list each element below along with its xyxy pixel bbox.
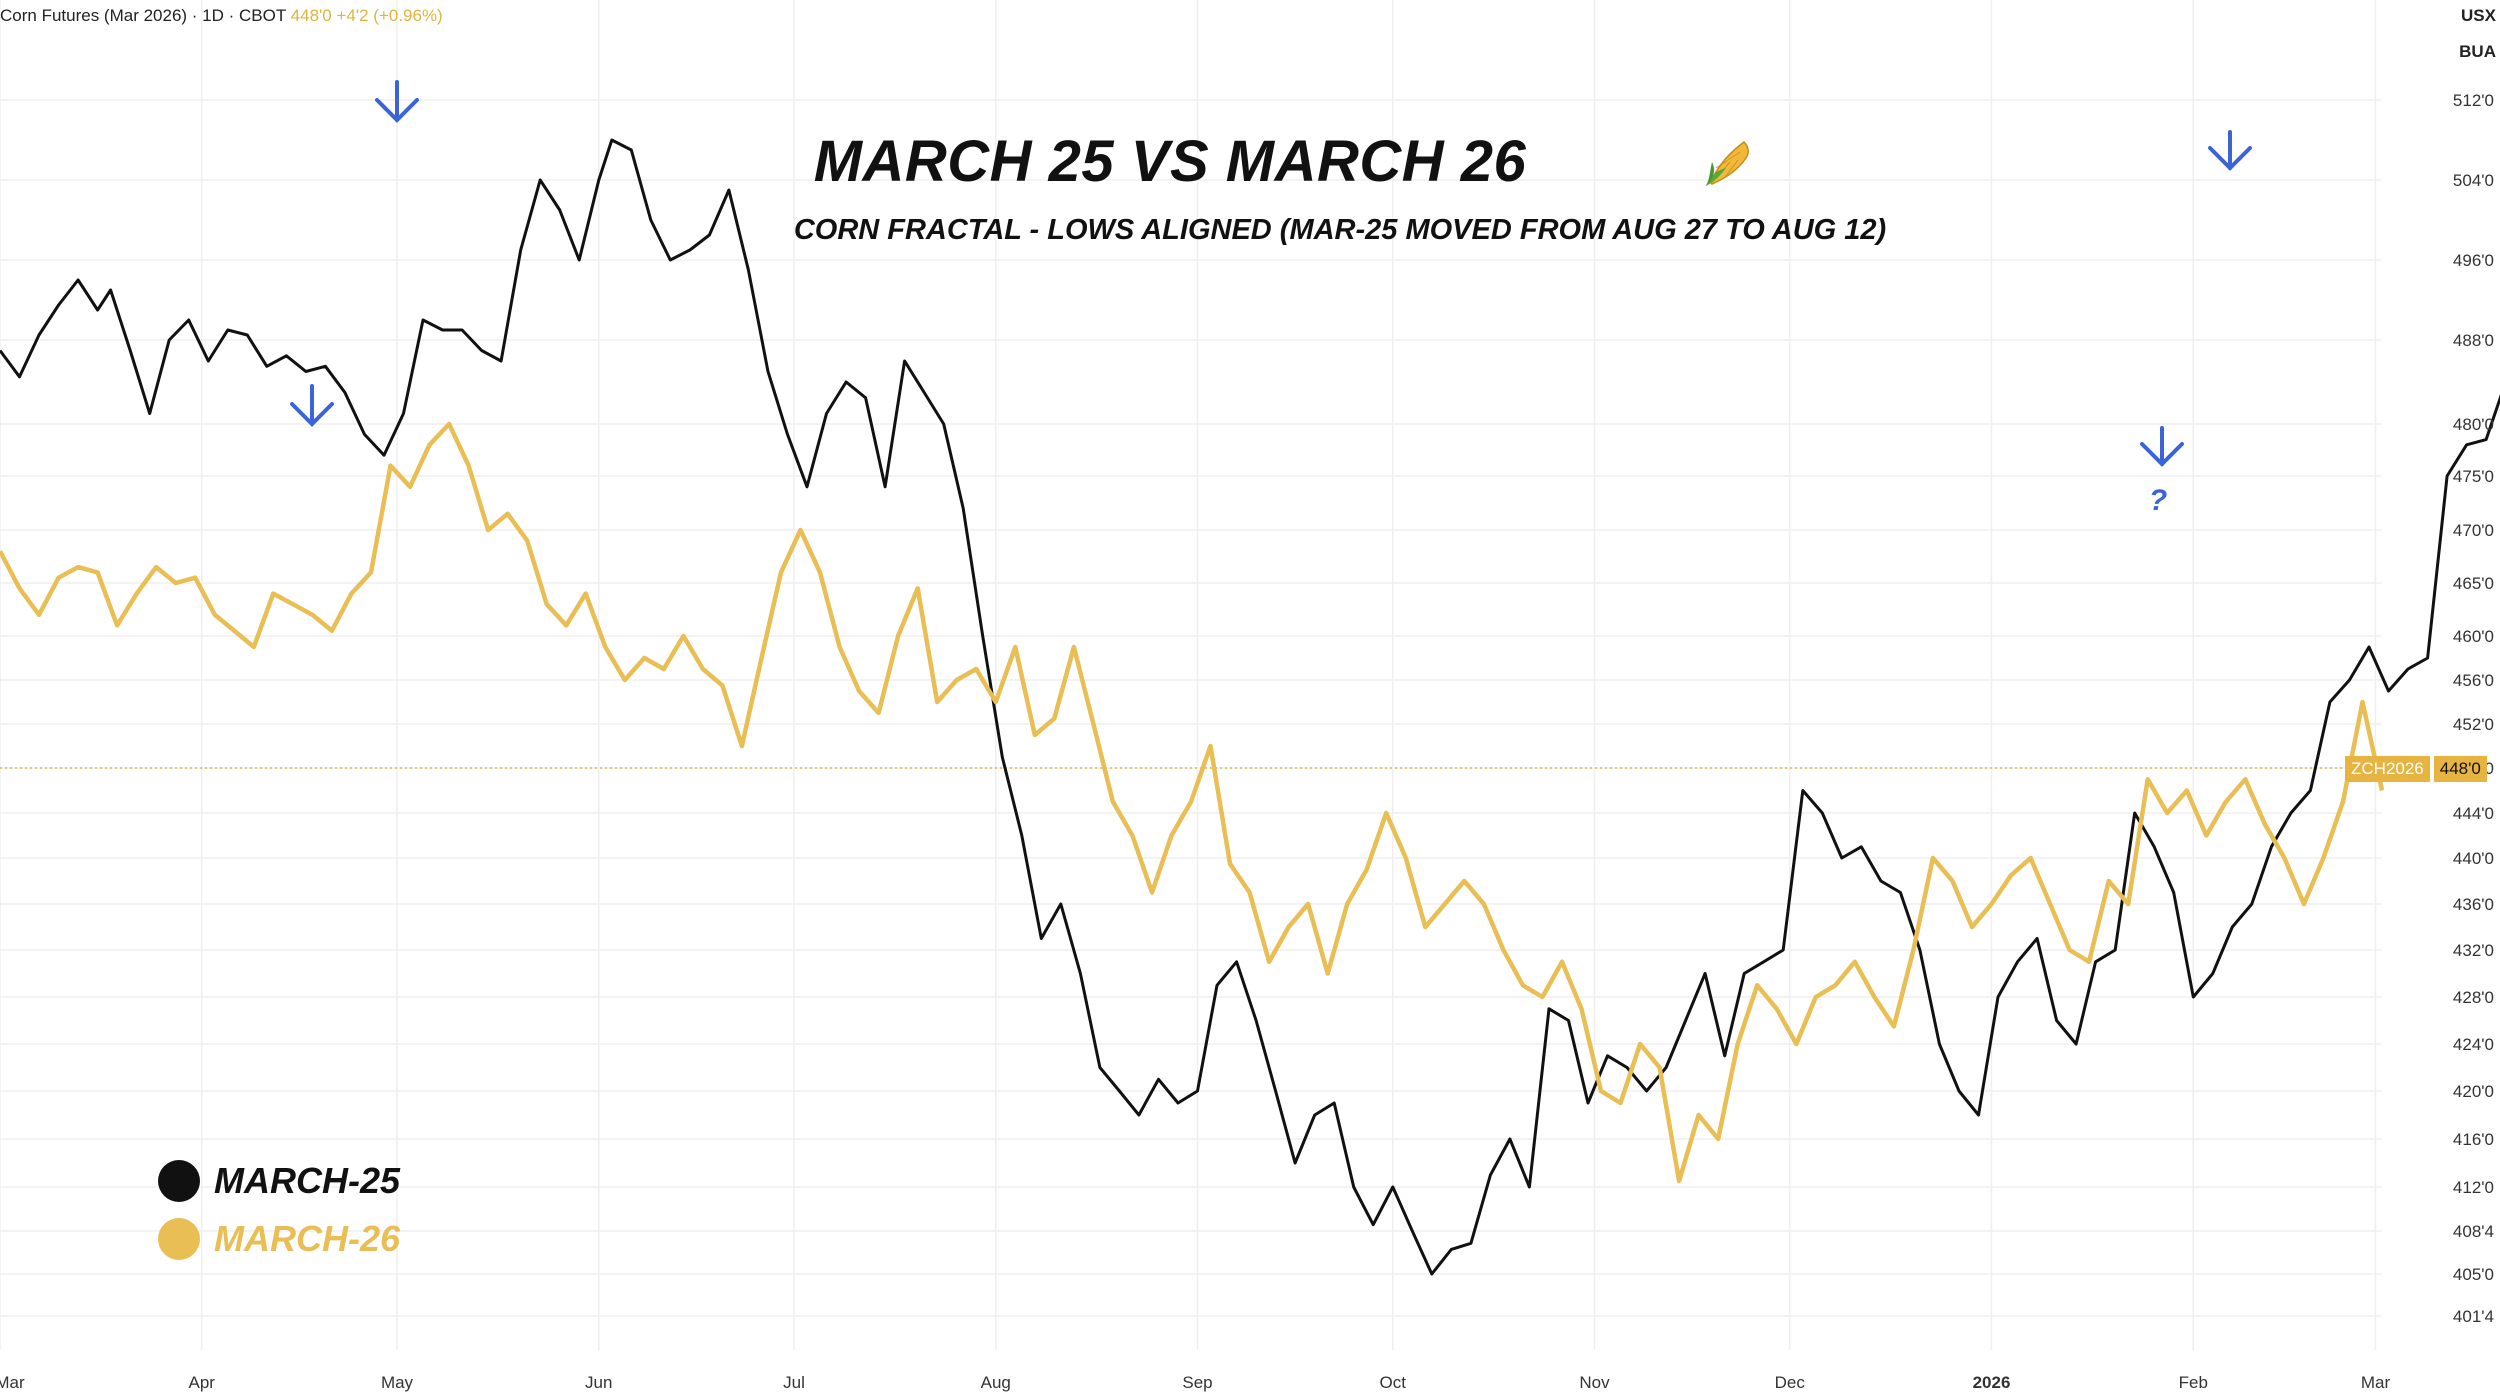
y-tick-label: 412'0	[2453, 1178, 2494, 1197]
down-arrow-icon	[375, 80, 419, 123]
y-tick-label: 405'0	[2453, 1265, 2494, 1284]
x-axis-labels: Mar Apr May Jun Jul Aug Sep Oct Nov Dec 2026 Feb Mar	[0, 1373, 2390, 1392]
y-tick-label: 470'0	[2453, 521, 2494, 540]
corn-icon	[1706, 141, 1749, 186]
y-tick-label: 401'4	[2453, 1307, 2494, 1326]
symbol-label: Corn Futures (Mar 2026) · 1D · CBOT	[0, 6, 286, 25]
down-arrow-icon	[290, 384, 334, 427]
series-line-march25	[0, 138, 2500, 1276]
grid-lines	[0, 0, 2382, 1350]
y-tick-label: 416'0	[2453, 1130, 2494, 1149]
y-tick-label: 488'0	[2453, 331, 2494, 350]
march-25-series	[0, 138, 2500, 1276]
x-tick-label: Jul	[783, 1373, 805, 1392]
legend-label-march-25: MARCH-25	[214, 1160, 401, 1201]
y-tick-label: 480'0	[2453, 415, 2494, 434]
y-tick-label: 496'0	[2453, 251, 2494, 270]
legend-item-march-26: MARCH-26	[158, 1218, 400, 1260]
currency-label: USX	[2461, 6, 2496, 25]
x-tick-label: Mar	[0, 1373, 25, 1392]
legend-dot-march-26	[158, 1218, 200, 1260]
annotation-arrows: ?	[290, 80, 2252, 517]
x-tick-label: May	[381, 1373, 414, 1392]
down-arrow-icon	[2208, 130, 2252, 171]
y-tick-label: 440'0	[2453, 849, 2494, 868]
legend-label-march-26: MARCH-26	[214, 1218, 401, 1259]
x-tick-label: Dec	[1775, 1373, 1806, 1392]
x-tick-label: Jun	[585, 1373, 612, 1392]
legend-dot-march-25	[158, 1160, 200, 1202]
chart-subtitle: CORN FRACTAL - LOWS ALIGNED (MAR-25 MOVE…	[793, 214, 1887, 246]
y-tick-label: 408'4	[2453, 1222, 2494, 1241]
x-tick-label: Aug	[981, 1373, 1011, 1392]
y-tick-label: 512'0	[2453, 91, 2494, 110]
x-tick-label: Nov	[1579, 1373, 1610, 1392]
x-tick-label: 2026	[1973, 1373, 2011, 1392]
price-tag: ZCH2026 448'0	[2345, 756, 2487, 782]
price-change-label: 448'0 +4'2 (+0.96%)	[290, 6, 443, 25]
unit-label: BUA	[2459, 42, 2496, 61]
y-tick-label: 465'0	[2453, 574, 2494, 593]
x-tick-label: Apr	[189, 1373, 216, 1392]
y-tick-label: 452'0	[2453, 715, 2494, 734]
y-tick-label: 444'0	[2453, 804, 2494, 823]
march-26-series	[0, 421, 2385, 1184]
chart-title: MARCH 25 VS MARCH 26	[813, 129, 1527, 194]
y-tick-label: 432'0	[2453, 941, 2494, 960]
down-arrow-icon	[2140, 426, 2184, 467]
y-tick-label: 475'0	[2453, 467, 2494, 486]
y-tick-label: 504'0	[2453, 171, 2494, 190]
price-tag-symbol: ZCH2026	[2345, 756, 2430, 782]
y-tick-label: 456'0	[2453, 671, 2494, 690]
x-tick-label: Mar	[2361, 1373, 2391, 1392]
legend-item-march-25: MARCH-25	[158, 1160, 400, 1202]
x-tick-label: Feb	[2179, 1373, 2208, 1392]
y-tick-label: 428'0	[2453, 988, 2494, 1007]
y-tick-label: 460'0	[2453, 627, 2494, 646]
chart-header: Corn Futures (Mar 2026) · 1D · CBOT 448'…	[0, 6, 443, 26]
y-tick-label: 424'0	[2453, 1035, 2494, 1054]
y-axis-labels: 512'0 504'0 496'0 488'0 480'0 475'0 470'0 465'0…	[2453, 91, 2494, 1326]
price-tag-value: 448'0	[2433, 756, 2487, 782]
x-tick-label: Sep	[1182, 1373, 1212, 1392]
x-tick-label: Oct	[1380, 1373, 1407, 1392]
y-tick-label: 436'0	[2453, 895, 2494, 914]
question-mark-label: ?	[2149, 484, 2167, 517]
series-line-march26	[0, 421, 2385, 1184]
y-tick-label: 420'0	[2453, 1082, 2494, 1101]
